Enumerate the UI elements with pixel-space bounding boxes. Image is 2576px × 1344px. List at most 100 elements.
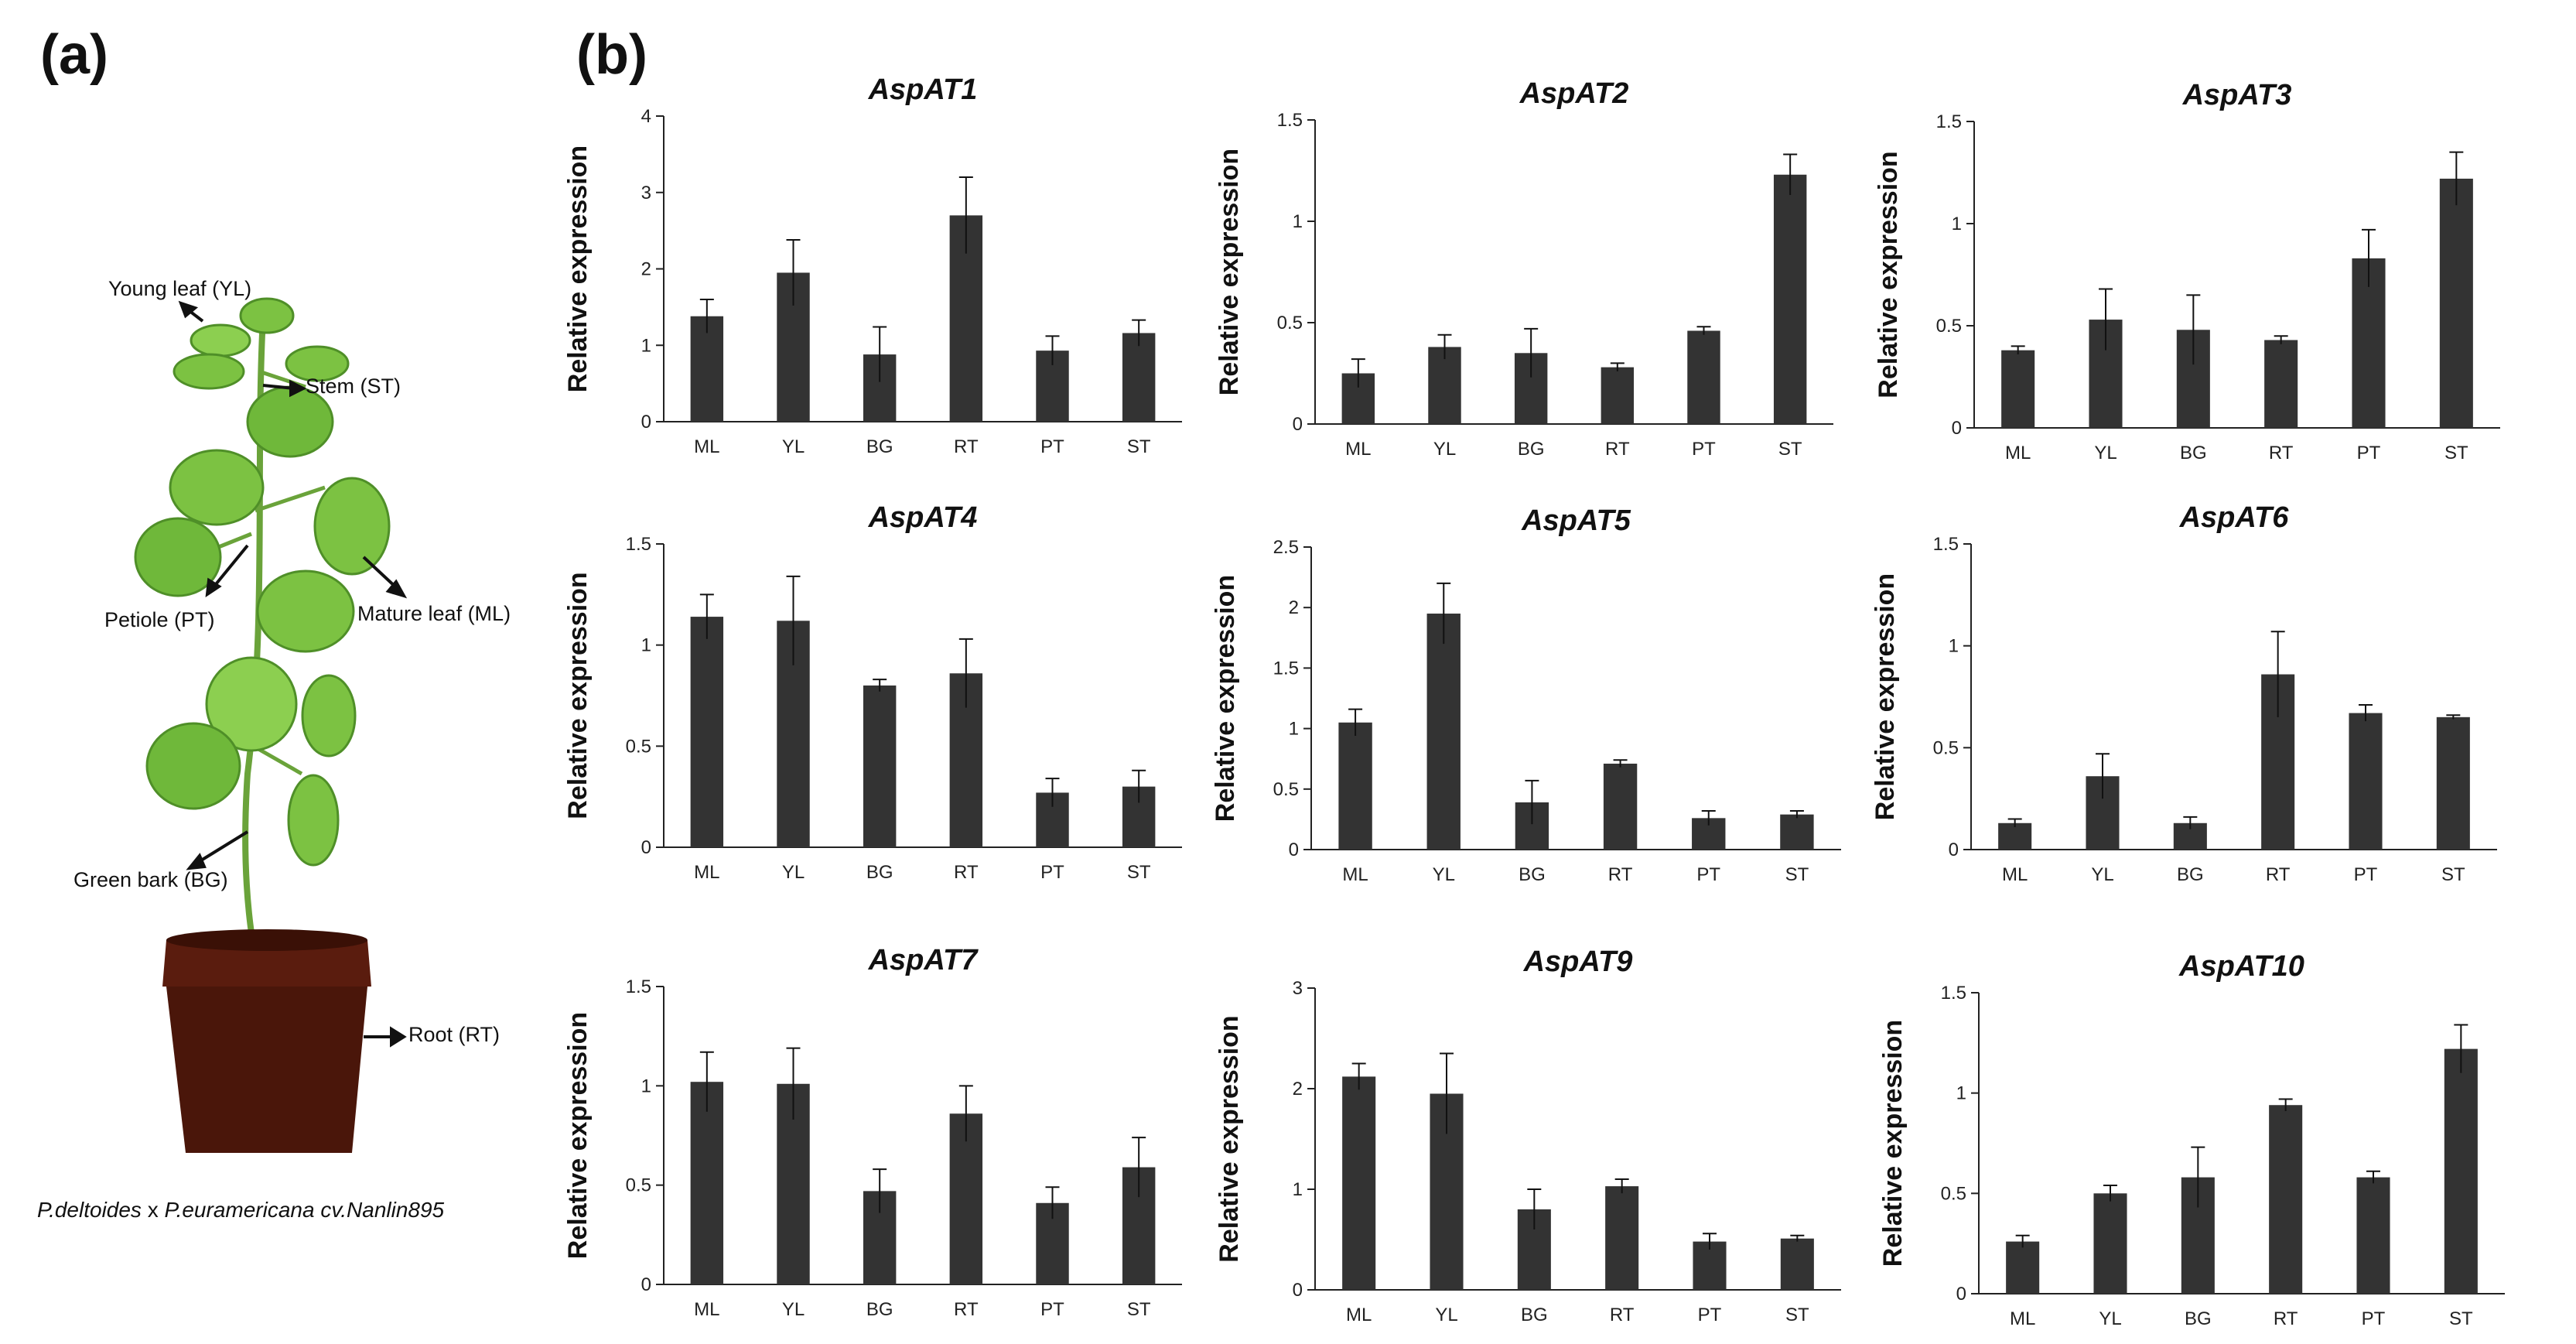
bar-ml: [2001, 350, 2035, 428]
bar-ml: [1342, 1076, 1376, 1290]
x-tick-label: YL: [782, 1299, 805, 1320]
bar-rt: [1601, 367, 1635, 424]
chart-aspat3: 0 0.5 1 1.5 AspAT3 Relative expression ML YL BG R…: [1874, 79, 2500, 463]
label-root: Root (RT): [408, 1023, 501, 1046]
x-tick-label: ML: [2002, 864, 2028, 885]
x-tick-label: ST: [2444, 443, 2468, 463]
y-tick-label: 2: [1293, 1079, 1303, 1099]
x-tick-label: ML: [1345, 439, 1371, 460]
y-tick-label: 0: [641, 1274, 651, 1295]
bar-pt: [2356, 1177, 2390, 1294]
x-tick-label: YL: [2099, 1308, 2121, 1329]
pot: [162, 929, 371, 1153]
y-tick-label: 0.5: [626, 1175, 651, 1196]
y-tick-label: 0: [641, 837, 651, 858]
y-tick-label: 1.5: [1277, 110, 1303, 131]
bar-pt: [1687, 330, 1720, 424]
y-axis-label: Relative expression: [1211, 575, 1240, 822]
bar-st: [1780, 1238, 1814, 1290]
bar-yl: [1426, 614, 1461, 850]
x-tick-label: BG: [866, 436, 893, 457]
panel-label-b: (b): [576, 24, 647, 86]
bar-rt: [1605, 1186, 1639, 1290]
y-axis-label: Relative expression: [1215, 1015, 1244, 1262]
bar-st: [1122, 333, 1156, 422]
x-tick-label: PT: [2354, 864, 2378, 885]
plant-caption: P.deltoides x P.euramericana cv.Nanlin89…: [37, 1198, 444, 1223]
label-mature-leaf: Mature leaf (ML): [357, 602, 511, 625]
y-tick-label: 0.5: [1273, 779, 1299, 800]
bar-ml: [690, 1082, 724, 1284]
y-tick-label: 0.5: [626, 736, 651, 757]
y-axis-label: Relative expression: [1215, 149, 1244, 395]
caption-species-2: P.euramericana: [164, 1198, 315, 1222]
chart-title: AspAT1: [868, 74, 978, 106]
bar-rt: [2264, 340, 2298, 428]
leaves: [134, 297, 391, 867]
x-tick-label: PT: [1692, 439, 1716, 460]
x-tick-label: ST: [1785, 864, 1809, 885]
bar-ml: [1998, 822, 2032, 850]
x-tick-label: PT: [2357, 443, 2381, 463]
x-tick-label: BG: [2180, 443, 2207, 463]
y-tick-label: 3: [641, 183, 651, 203]
y-tick-label: 1.5: [1936, 111, 1962, 132]
x-tick-label: ST: [1127, 862, 1151, 883]
chart-aspat9: 0 1 2 3 AspAT9 Relative expression ML YL BG RT PT S…: [1215, 946, 1841, 1325]
x-tick-label: ST: [2441, 864, 2465, 885]
x-tick-label: RT: [954, 1299, 979, 1320]
x-tick-label: RT: [2274, 1308, 2298, 1329]
bar-rt: [949, 1113, 983, 1284]
x-tick-label: ST: [1778, 439, 1802, 460]
x-tick-label: YL: [1433, 864, 1455, 885]
bar-st: [2439, 178, 2473, 429]
x-tick-label: YL: [782, 862, 805, 883]
x-tick-label: PT: [1698, 1305, 1722, 1325]
y-tick-label: 4: [641, 106, 651, 127]
y-tick-label: 0.5: [1936, 316, 1962, 337]
bar-rt: [1603, 763, 1638, 850]
y-tick-label: 0: [1956, 1284, 1966, 1305]
chart-title: AspAT10: [2178, 950, 2304, 983]
chart-title: AspAT2: [1519, 77, 1629, 110]
y-axis-label: Relative expression: [1878, 1020, 1908, 1267]
y-tick-label: 0: [1949, 840, 1959, 860]
x-tick-label: ML: [694, 436, 719, 457]
chart-aspat2: 0 0.5 1 1.5 AspAT2 Relative expression ML YL BG R…: [1215, 77, 1833, 460]
y-tick-label: 0: [1293, 1280, 1303, 1301]
y-tick-label: 1: [1956, 1083, 1966, 1104]
chart-aspat10: 0 0.5 1 1.5 AspAT10 Relative expression ML YL BG…: [1878, 950, 2505, 1329]
x-tick-label: YL: [1433, 439, 1456, 460]
chart-aspat4: 0 0.5 1 1.5 AspAT4 Relative expression ML YL BG R…: [563, 501, 1182, 883]
y-tick-label: 2.5: [1273, 537, 1299, 558]
x-tick-label: ML: [694, 1299, 719, 1320]
y-tick-label: 0: [641, 412, 651, 433]
y-axis-label: Relative expression: [563, 1012, 593, 1259]
bar-ml: [1338, 722, 1372, 850]
bar-st: [2444, 1048, 2478, 1294]
y-tick-label: 2: [641, 259, 651, 280]
x-tick-label: PT: [1040, 436, 1064, 457]
x-tick-label: YL: [782, 436, 805, 457]
bar-yl: [1428, 347, 1461, 424]
chart-title: AspAT5: [1521, 504, 1631, 537]
x-tick-label: ML: [2005, 443, 2031, 463]
y-tick-label: 2: [1289, 597, 1299, 618]
y-axis-label: Relative expression: [1874, 151, 1903, 398]
x-tick-label: BG: [2185, 1308, 2212, 1329]
y-tick-label: 3: [1293, 978, 1303, 999]
caption-cultivar: cv.Nanlin895: [314, 1198, 445, 1222]
x-tick-label: BG: [866, 862, 893, 883]
y-axis-label: Relative expression: [1871, 573, 1900, 820]
x-tick-label: PT: [1040, 862, 1064, 883]
bar-st: [1780, 814, 1814, 850]
y-tick-label: 1: [1293, 1179, 1303, 1200]
chart-aspat5: 0 0.5 1 1.5 2 2.5 AspAT5 Relative expression ML Y…: [1211, 504, 1841, 885]
y-axis-label: Relative expression: [563, 145, 593, 392]
x-tick-label: RT: [2269, 443, 2294, 463]
callout-arrows: [178, 300, 408, 1048]
x-tick-label: PT: [1696, 864, 1720, 885]
bar-ml: [690, 316, 724, 422]
x-tick-label: YL: [2094, 443, 2116, 463]
